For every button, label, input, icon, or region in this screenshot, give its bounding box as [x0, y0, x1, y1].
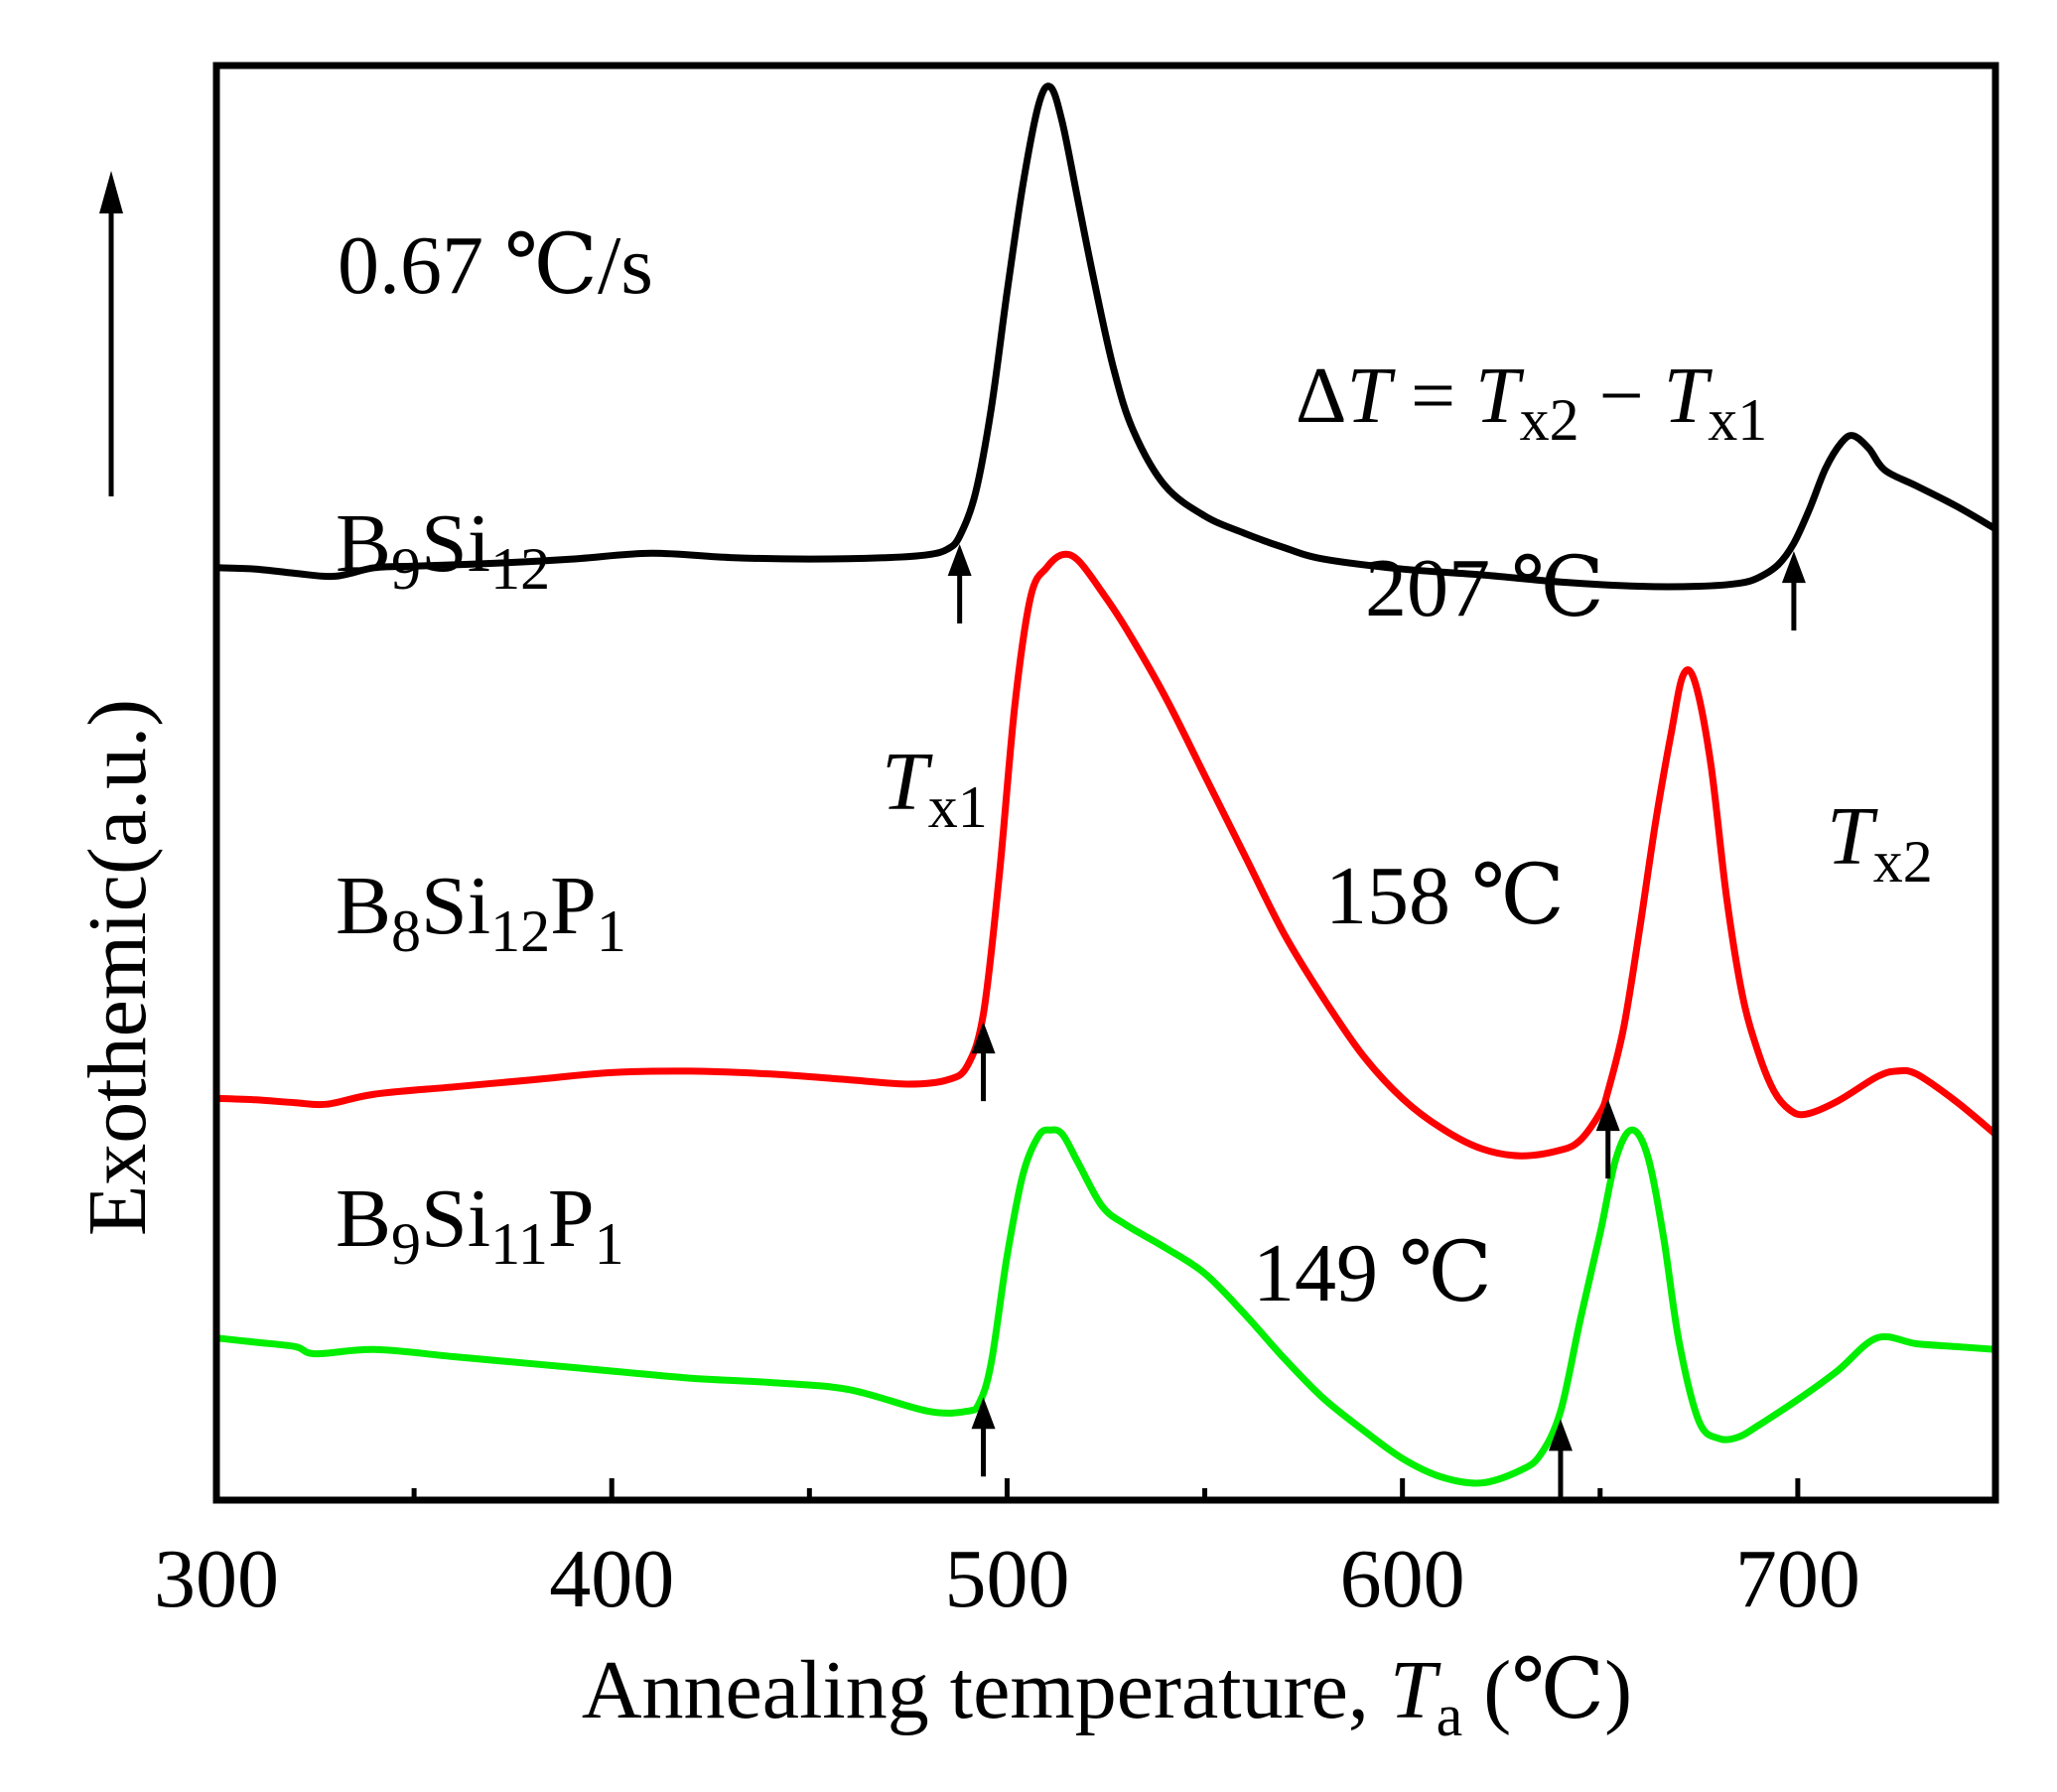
arrow-markers-layer — [947, 543, 1806, 1499]
x-tick-label: 500 — [944, 1533, 1069, 1625]
curves-layer — [215, 82, 1998, 1487]
x-ticks-layer: 300 400 500 600 700 — [154, 1478, 1860, 1625]
delta-t-value-b8si12p1: 158 ℃ — [1325, 850, 1565, 942]
arrow-tx2-b8si12p1-icon — [1595, 1099, 1620, 1179]
series-label-b9si11p1: B9Si11P1 — [336, 1172, 624, 1277]
heating-rate-label: 0.67 ℃/s — [338, 219, 653, 312]
y-axis: Exothemic(a.u.) — [71, 171, 164, 1236]
tx2-label: Tx2 — [1827, 790, 1933, 895]
y-axis-arrow-head-icon — [99, 171, 123, 213]
delta-t-value-b9si11p1: 149 ℃ — [1253, 1227, 1492, 1319]
arrow-tx2-b9si12-icon — [1781, 551, 1806, 631]
x-tick-label: 600 — [1340, 1533, 1465, 1625]
series-line-b8si12p1 — [215, 550, 1998, 1160]
x-tick-label: 300 — [154, 1533, 279, 1625]
arrow-tx1-b8si12p1-icon — [971, 1022, 996, 1102]
x-tick-label: 400 — [549, 1533, 674, 1625]
plot-frame — [212, 62, 1999, 1504]
series-line-b9si11p1 — [215, 1126, 1996, 1487]
y-axis-title: Exothemic(a.u.) — [71, 699, 164, 1236]
delta-t-formula: ΔT = Tx2 − Tx1 — [1296, 352, 1767, 453]
series-label-b8si12p1: B8Si12P1 — [336, 860, 626, 964]
x-axis-title: Annealing temperature, Ta (℃) — [582, 1644, 1632, 1748]
tx1-label: Tx1 — [882, 736, 988, 840]
series-line-b9si12 — [215, 82, 1997, 591]
delta-t-value-b9si12: 207 ℃ — [1365, 542, 1604, 634]
arrow-tx1-b9si12-icon — [947, 543, 972, 623]
arrow-tx2-b9si11p1-icon — [1548, 1419, 1573, 1499]
series-label-b9si12: B9Si12 — [336, 497, 550, 602]
x-tick-label: 700 — [1735, 1533, 1860, 1625]
arrow-tx1-b9si11p1-icon — [971, 1397, 996, 1477]
